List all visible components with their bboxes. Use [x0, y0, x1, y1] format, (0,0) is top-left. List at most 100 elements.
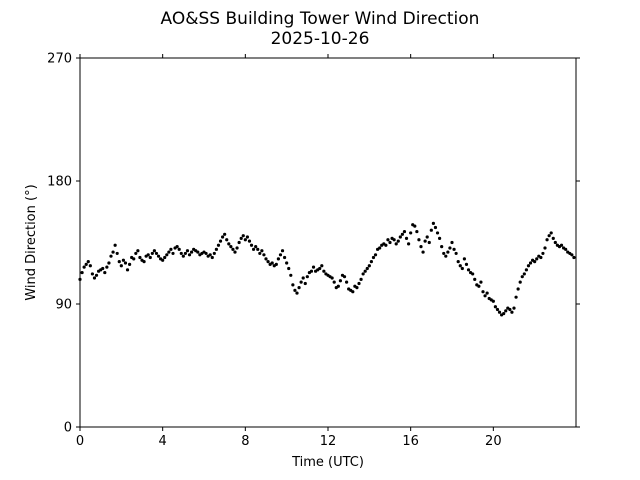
- data-point: [146, 253, 150, 257]
- data-point: [351, 290, 355, 294]
- data-point: [371, 255, 376, 260]
- data-point: [103, 270, 107, 275]
- data-point: [504, 309, 508, 313]
- data-point: [510, 310, 514, 314]
- data-point: [235, 246, 239, 250]
- data-point: [309, 269, 314, 273]
- data-point: [332, 280, 336, 284]
- plot-frame: [79, 57, 577, 428]
- data-point: [402, 229, 407, 234]
- data-point: [214, 247, 218, 251]
- data-point: [177, 247, 181, 251]
- data-point: [456, 260, 460, 264]
- data-point: [125, 268, 130, 272]
- data-point: [392, 238, 396, 242]
- data-point: [502, 311, 506, 316]
- data-point: [90, 272, 94, 276]
- data-point: [291, 283, 295, 287]
- data-point: [429, 228, 433, 232]
- data-point: [111, 250, 115, 254]
- data-point: [311, 265, 316, 269]
- data-point: [491, 299, 495, 303]
- data-point: [123, 261, 128, 265]
- data-point: [495, 307, 500, 312]
- x-tick-label: 8: [241, 434, 249, 449]
- data-point: [305, 275, 309, 279]
- data-point: [150, 251, 154, 256]
- data-point: [462, 257, 466, 261]
- data-point: [526, 264, 531, 268]
- data-point: [400, 232, 404, 236]
- data-point: [464, 262, 469, 266]
- data-point: [516, 287, 520, 291]
- data-point: [289, 273, 293, 277]
- data-point: [233, 250, 237, 254]
- data-point: [216, 243, 221, 247]
- data-point: [367, 264, 371, 268]
- data-point: [241, 234, 245, 238]
- data-point: [369, 260, 373, 264]
- data-point: [181, 254, 185, 258]
- data-point: [82, 265, 86, 269]
- data-point: [512, 306, 516, 310]
- data-point: [543, 246, 547, 250]
- data-point: [225, 238, 229, 242]
- data-point: [497, 310, 502, 314]
- data-point: [258, 251, 262, 256]
- data-point: [365, 266, 369, 271]
- data-point: [320, 264, 324, 268]
- data-point: [179, 251, 183, 256]
- data-point: [245, 235, 249, 239]
- data-point: [419, 245, 423, 249]
- data-point: [264, 257, 268, 261]
- data-point: [547, 234, 551, 238]
- data-point: [210, 255, 214, 260]
- data-point: [423, 239, 427, 243]
- data-point: [570, 253, 574, 257]
- data-point: [485, 291, 489, 295]
- data-point: [471, 272, 475, 276]
- data-point: [299, 280, 303, 284]
- data-point: [466, 268, 471, 272]
- data-point: [460, 266, 464, 271]
- data-point: [394, 242, 398, 246]
- data-point: [231, 247, 235, 251]
- data-point: [187, 253, 192, 257]
- data-point: [113, 243, 117, 247]
- data-point: [481, 290, 485, 294]
- data-point: [564, 247, 568, 251]
- data-point: [183, 251, 187, 256]
- data-point: [373, 253, 378, 257]
- chart-subtitle: 2025-10-26: [271, 29, 370, 49]
- x-tick-label: 4: [159, 434, 167, 449]
- data-point: [388, 240, 392, 245]
- data-point: [551, 236, 555, 240]
- data-point: [171, 251, 175, 256]
- data-point: [190, 250, 194, 254]
- y-tick-label: 0: [64, 421, 72, 436]
- data-point: [252, 247, 256, 251]
- data-point: [522, 272, 526, 276]
- data-point: [559, 243, 564, 247]
- data-point: [115, 251, 119, 256]
- data-point: [285, 261, 289, 265]
- data-point: [330, 276, 334, 280]
- data-point: [338, 279, 342, 283]
- data-point: [363, 269, 367, 273]
- y-axis-ticks: 0 90 180 270: [47, 52, 580, 436]
- data-point: [161, 258, 165, 262]
- data-point: [535, 257, 539, 261]
- data-point: [243, 238, 247, 242]
- data-point: [239, 236, 243, 240]
- data-point: [152, 249, 156, 253]
- data-point: [101, 266, 105, 271]
- data-point: [477, 284, 481, 288]
- data-point: [336, 284, 340, 288]
- data-point: [454, 251, 458, 256]
- data-point: [533, 260, 537, 264]
- data-point: [119, 264, 123, 268]
- data-point: [407, 242, 411, 246]
- data-point: [345, 280, 349, 284]
- data-point: [549, 231, 553, 235]
